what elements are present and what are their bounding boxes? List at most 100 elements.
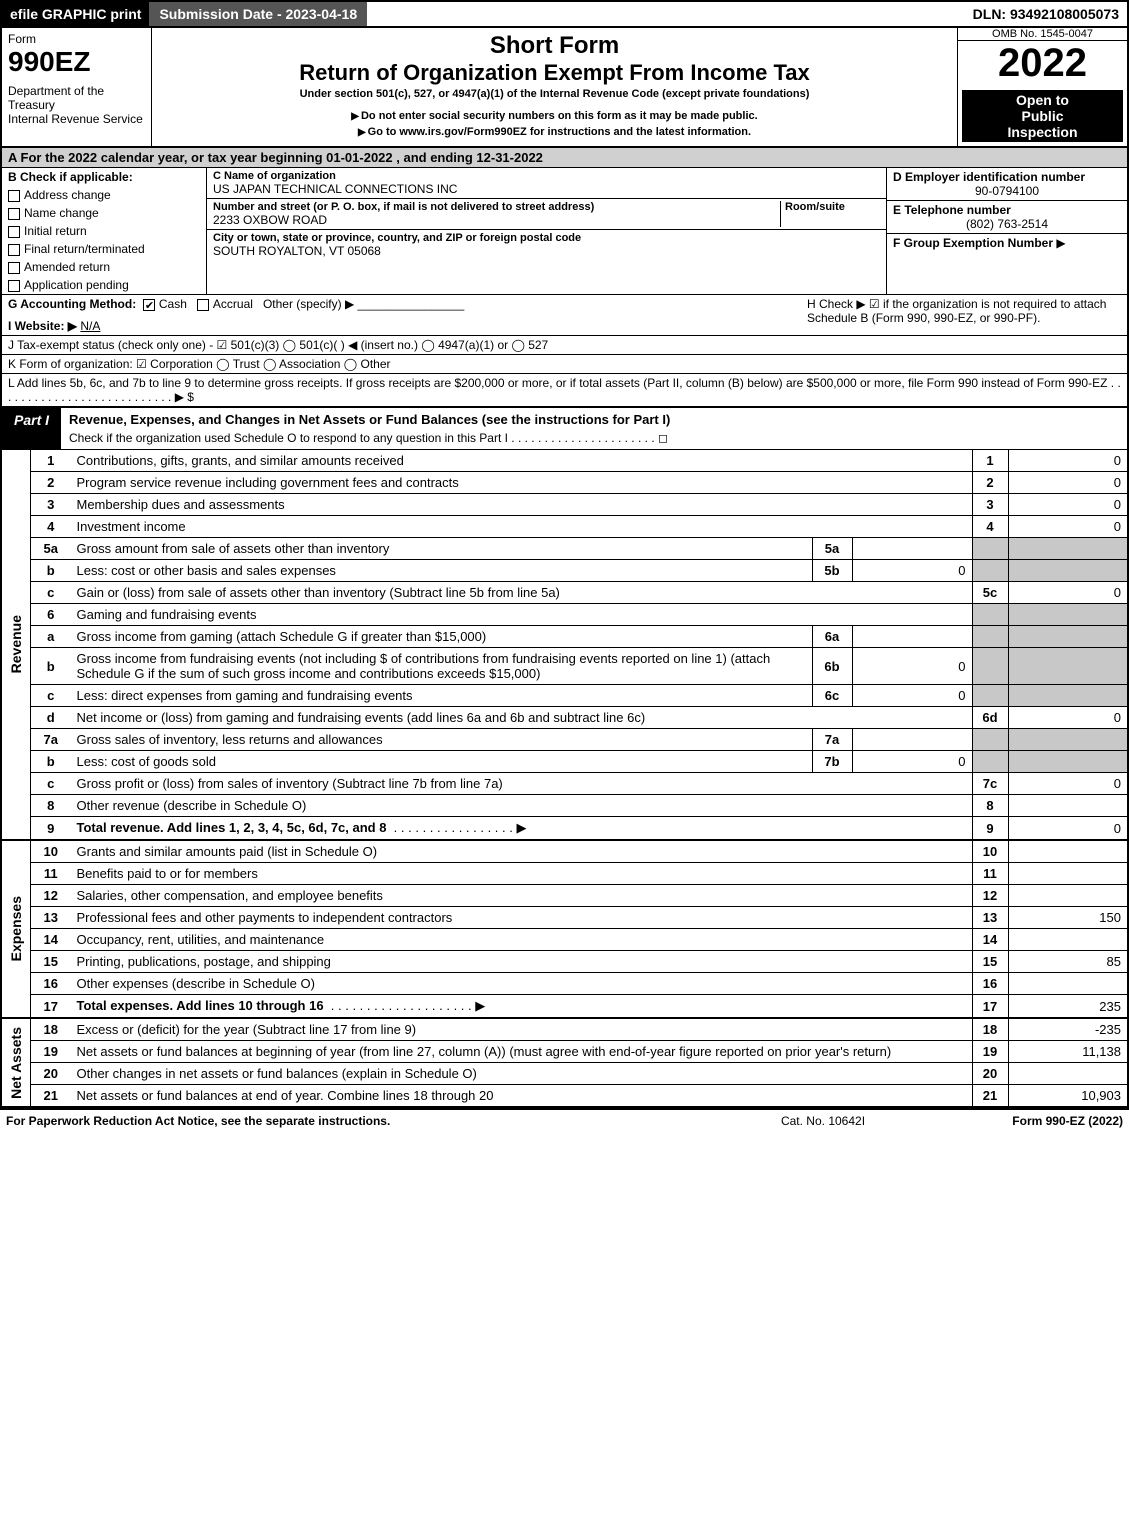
r21-num: 21 xyxy=(31,1085,71,1108)
r14-box: 14 xyxy=(972,929,1008,951)
r5c-text: Gain or (loss) from sale of assets other… xyxy=(71,582,973,604)
b-opt-pending[interactable]: Application pending xyxy=(2,276,206,294)
r13-num: 13 xyxy=(31,907,71,929)
r2-box: 2 xyxy=(972,472,1008,494)
r7a-shade1 xyxy=(972,729,1008,751)
b-opt-final-label: Final return/terminated xyxy=(24,242,145,256)
r5b-text: Less: cost or other basis and sales expe… xyxy=(71,560,813,582)
b-opt-amended[interactable]: Amended return xyxy=(2,258,206,276)
r3-num: 3 xyxy=(31,494,71,516)
org-street: 2233 OXBOW ROAD xyxy=(213,213,780,227)
r8-num: 8 xyxy=(31,795,71,817)
org-info-block: B Check if applicable: Address change Na… xyxy=(0,168,1129,295)
r6-num: 6 xyxy=(31,604,71,626)
part1-checkbox[interactable]: ◻ xyxy=(658,431,668,445)
r7a-num: 7a xyxy=(31,729,71,751)
col-b: B Check if applicable: Address change Na… xyxy=(2,168,207,294)
r13-box: 13 xyxy=(972,907,1008,929)
r4-amt: 0 xyxy=(1008,516,1128,538)
dept-line-2: Internal Revenue Service xyxy=(8,112,145,126)
row-7c: cGross profit or (loss) from sales of in… xyxy=(1,773,1128,795)
j-text: J Tax-exempt status (check only one) - ☑… xyxy=(8,338,548,352)
r11-box: 11 xyxy=(972,863,1008,885)
b-opt-initial[interactable]: Initial return xyxy=(2,222,206,240)
e-phone-label: E Telephone number xyxy=(893,203,1121,217)
r5b-shade2 xyxy=(1008,560,1128,582)
open-to-public: Open to Public Inspection xyxy=(962,90,1123,142)
tax-year: 2022 xyxy=(958,41,1127,86)
r7c-num: c xyxy=(31,773,71,795)
r10-amt xyxy=(1008,840,1128,863)
r12-num: 12 xyxy=(31,885,71,907)
r7a-sb: 7a xyxy=(812,729,852,751)
g-accrual-check[interactable] xyxy=(197,299,209,311)
r5a-text: Gross amount from sale of assets other t… xyxy=(71,538,813,560)
r5c-amt: 0 xyxy=(1008,582,1128,604)
r20-box: 20 xyxy=(972,1063,1008,1085)
r2-amt: 0 xyxy=(1008,472,1128,494)
f-group-label: F Group Exemption Number xyxy=(893,236,1053,250)
g-accounting: G Accounting Method: Cash Accrual Other … xyxy=(8,297,801,333)
r6c-shade2 xyxy=(1008,685,1128,707)
r10-box: 10 xyxy=(972,840,1008,863)
form-header: Form 990EZ Department of the Treasury In… xyxy=(0,28,1129,148)
col-c: C Name of organization US JAPAN TECHNICA… xyxy=(207,168,887,294)
r7a-shade2 xyxy=(1008,729,1128,751)
efile-label[interactable]: efile GRAPHIC print xyxy=(2,2,149,26)
part-1-table: Revenue 1 Contributions, gifts, grants, … xyxy=(0,450,1129,1108)
r14-num: 14 xyxy=(31,929,71,951)
b-opt-pending-label: Application pending xyxy=(24,278,129,292)
b-opt-address[interactable]: Address change xyxy=(2,186,206,204)
c-addr-label: Number and street (or P. O. box, if mail… xyxy=(213,201,780,213)
r1-amt: 0 xyxy=(1008,450,1128,472)
r6b-shade2 xyxy=(1008,648,1128,685)
r2-num: 2 xyxy=(31,472,71,494)
r3-amt: 0 xyxy=(1008,494,1128,516)
phone: (802) 763-2514 xyxy=(893,217,1121,231)
row-2: 2Program service revenue including gover… xyxy=(1,472,1128,494)
r5c-num: c xyxy=(31,582,71,604)
r15-box: 15 xyxy=(972,951,1008,973)
r17-text: Total expenses. Add lines 10 through 16 … xyxy=(71,995,973,1019)
open-line-1: Open to xyxy=(966,92,1119,108)
r19-box: 19 xyxy=(972,1041,1008,1063)
r5b-sb: 5b xyxy=(812,560,852,582)
r3-box: 3 xyxy=(972,494,1008,516)
r5a-num: 5a xyxy=(31,538,71,560)
r15-num: 15 xyxy=(31,951,71,973)
r1-box: 1 xyxy=(972,450,1008,472)
r12-box: 12 xyxy=(972,885,1008,907)
r16-amt xyxy=(1008,973,1128,995)
r15-amt: 85 xyxy=(1008,951,1128,973)
dln: DLN: 93492108005073 xyxy=(965,2,1127,26)
row-1: Revenue 1 Contributions, gifts, grants, … xyxy=(1,450,1128,472)
vlabel-netassets: Net Assets xyxy=(8,1027,24,1099)
b-opt-final[interactable]: Final return/terminated xyxy=(2,240,206,258)
row-8: 8Other revenue (describe in Schedule O)8 xyxy=(1,795,1128,817)
r6d-amt: 0 xyxy=(1008,707,1128,729)
r7c-box: 7c xyxy=(972,773,1008,795)
k-text: K Form of organization: ☑ Corporation ◯ … xyxy=(8,357,391,371)
g-cash-check[interactable] xyxy=(143,299,155,311)
i-label: I Website: ▶ xyxy=(8,319,77,333)
r6c-sv: 0 xyxy=(852,685,972,707)
r12-text: Salaries, other compensation, and employ… xyxy=(71,885,973,907)
r7b-sb: 7b xyxy=(812,751,852,773)
room-suite-label: Room/suite xyxy=(780,201,880,227)
r21-text: Net assets or fund balances at end of ye… xyxy=(71,1085,973,1108)
row-l: L Add lines 5b, 6c, and 7b to line 9 to … xyxy=(0,374,1129,407)
r5a-sb: 5a xyxy=(812,538,852,560)
r6a-shade2 xyxy=(1008,626,1128,648)
row-12: 12Salaries, other compensation, and empl… xyxy=(1,885,1128,907)
r19-num: 19 xyxy=(31,1041,71,1063)
r9-box: 9 xyxy=(972,817,1008,841)
g-accrual: Accrual xyxy=(213,297,253,311)
e-phone-block: E Telephone number (802) 763-2514 xyxy=(887,201,1127,234)
r11-num: 11 xyxy=(31,863,71,885)
h-schedule-b: H Check ▶ ☑ if the organization is not r… xyxy=(801,297,1121,333)
goto-link[interactable]: Go to www.irs.gov/Form990EZ for instruct… xyxy=(158,126,951,138)
r18-num: 18 xyxy=(31,1018,71,1041)
b-opt-name[interactable]: Name change xyxy=(2,204,206,222)
r18-amt: -235 xyxy=(1008,1018,1128,1041)
r6b-shade1 xyxy=(972,648,1008,685)
